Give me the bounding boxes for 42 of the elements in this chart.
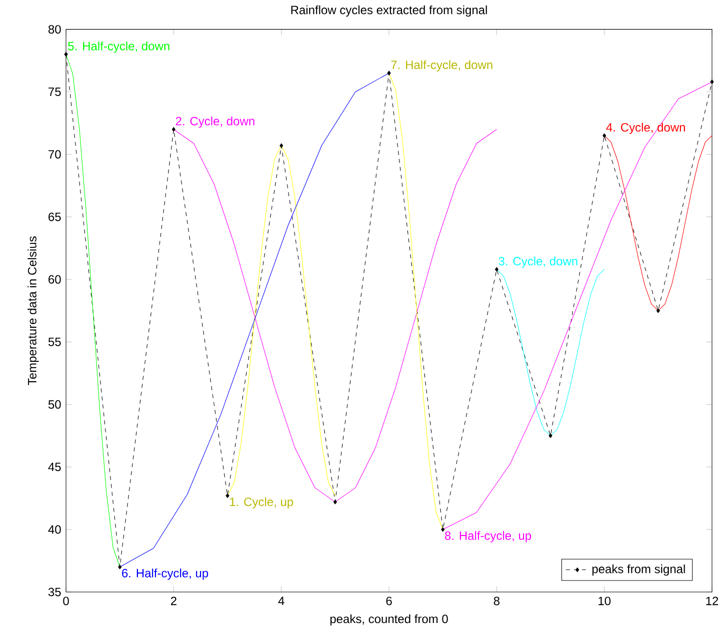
- point: [387, 70, 391, 76]
- x-tick-label: 10: [598, 596, 611, 606]
- legend-label: peaks from signal: [592, 564, 685, 576]
- point: [172, 127, 176, 132]
- y-tick-label: 50: [48, 400, 61, 409]
- annotation: 4. Cycle, down: [606, 122, 685, 134]
- y-tick-label: 35: [48, 588, 61, 596]
- y-tick-label: 60: [48, 275, 61, 284]
- y-tick-label: 55: [48, 338, 61, 346]
- point: [64, 52, 68, 57]
- x-tick-label: 2: [170, 596, 176, 606]
- point: [441, 527, 445, 532]
- x-tick-label: 12: [706, 596, 718, 606]
- x-tick-label: 0: [63, 596, 69, 606]
- y-tick-label: 65: [48, 212, 61, 222]
- point: [602, 134, 606, 138]
- point: [494, 267, 498, 272]
- point: [710, 80, 714, 84]
- y-tick-label: 80: [48, 25, 61, 34]
- annotation: 8. Half-cycle, up: [444, 531, 532, 542]
- annotation: 6. Half-cycle, up: [122, 568, 208, 580]
- y-tick-label: 45: [48, 462, 61, 472]
- annotation: 5. Half-cycle, down: [68, 42, 170, 53]
- annotation: 7. Half-cycle, down: [391, 60, 492, 72]
- point: [656, 308, 660, 314]
- y-tick-label: 75: [48, 88, 61, 96]
- y-axis-title: Temperature data in Celsius: [28, 236, 39, 386]
- point: [548, 434, 552, 438]
- point: [226, 494, 230, 498]
- annotation: 2. Cycle, down: [176, 116, 254, 128]
- annotation: 1. Cycle, up: [230, 497, 294, 509]
- x-axis-title: peaks, counted from 0: [330, 614, 448, 626]
- y-tick-label: 70: [48, 150, 61, 159]
- y-tick-label: 40: [48, 525, 61, 534]
- point: [118, 564, 122, 570]
- point: [280, 144, 284, 148]
- x-tick-label: 6: [386, 596, 392, 606]
- x-tick-label: 4: [278, 596, 284, 606]
- annotation: 3. Cycle, down: [498, 256, 578, 268]
- point: [333, 500, 337, 504]
- chart-title: Rainflow cycles extracted from signal: [291, 6, 487, 17]
- x-tick-label: 8: [494, 596, 500, 606]
